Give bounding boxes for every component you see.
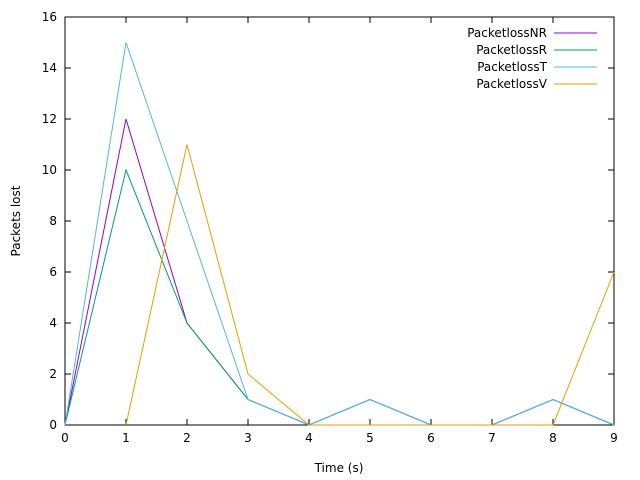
legend-label-packetlossv: PacketlossV	[476, 77, 547, 91]
x-tick-label: 5	[366, 431, 374, 445]
y-tick-label: 16	[42, 10, 57, 24]
x-tick-label: 8	[549, 431, 557, 445]
y-tick-label: 4	[49, 316, 57, 330]
x-tick-label: 3	[244, 431, 252, 445]
series-line-packetlossr	[64, 168, 615, 426]
y-tick-label: 10	[42, 163, 57, 177]
series-lines	[64, 42, 615, 426]
x-axis-title: Time (s)	[314, 461, 364, 475]
series-line-packetlossv	[125, 144, 615, 426]
legend-label-packetlossnr: PacketlossNR	[467, 26, 547, 40]
y-tick-label: 12	[42, 112, 57, 126]
y-tick-label: 14	[42, 61, 57, 75]
y-tick-label: 8	[49, 214, 57, 228]
legend-label-packetlossr: PacketlossR	[476, 43, 547, 57]
x-tick-label: 4	[305, 431, 313, 445]
x-tick-label: 9	[610, 431, 618, 445]
series-line-packetlossnr	[64, 118, 615, 426]
series-line-packetlosst	[64, 42, 615, 426]
y-axis-title: Packets lost	[9, 185, 23, 256]
x-tick-label: 2	[183, 431, 191, 445]
x-tick-label: 0	[61, 431, 69, 445]
x-tick-label: 6	[427, 431, 435, 445]
y-tick-label: 6	[49, 265, 57, 279]
y-tick-label: 0	[49, 418, 57, 432]
x-tick-label: 7	[488, 431, 496, 445]
legend: PacketlossNR PacketlossR PacketlossT Packet…	[467, 26, 597, 91]
legend-label-packetlosst: PacketlossT	[477, 60, 547, 74]
y-tick-label: 2	[49, 367, 57, 381]
x-tick-label: 1	[122, 431, 130, 445]
